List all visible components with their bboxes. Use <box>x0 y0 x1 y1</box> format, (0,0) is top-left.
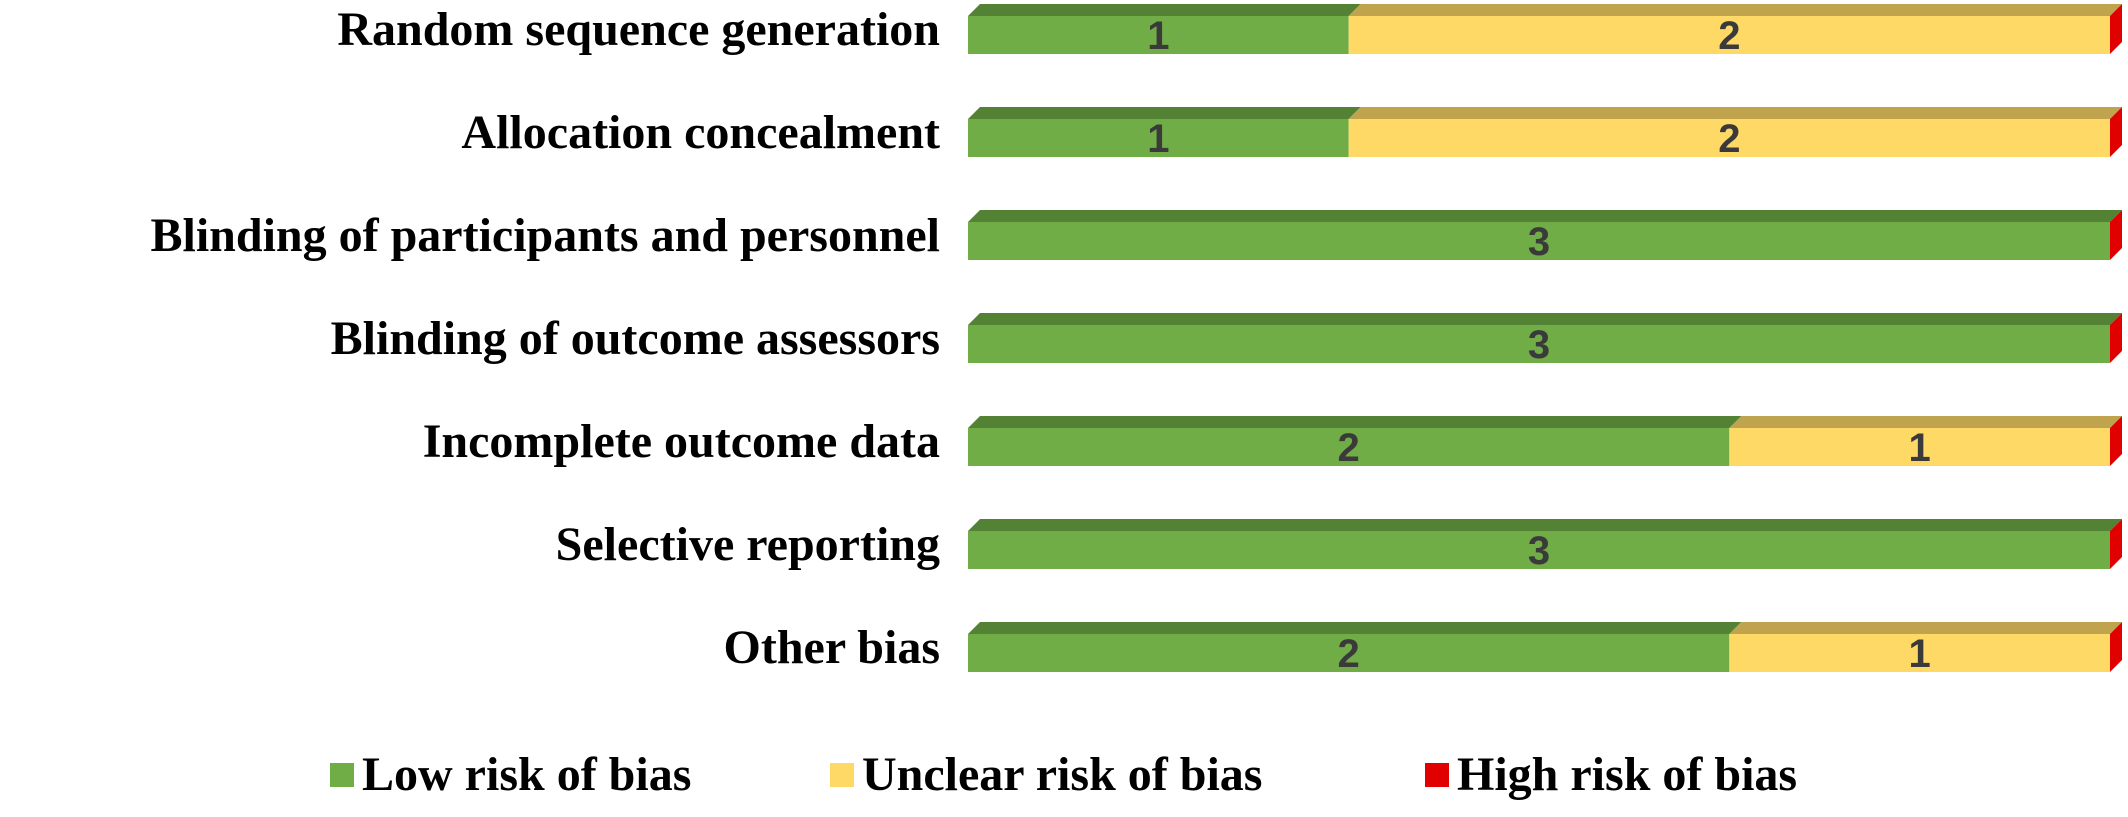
bar-segment <box>968 16 1349 54</box>
bar-segment-top <box>968 107 1361 119</box>
legend-label: Low risk of bias <box>362 748 691 801</box>
data-label: 3 <box>1528 529 1550 573</box>
legend-label: Unclear risk of bias <box>862 748 1262 801</box>
category-label: Incomplete outcome data <box>423 415 940 468</box>
category-labels: Random sequence generation Allocation con… <box>150 3 940 674</box>
bar-segment <box>968 531 2110 569</box>
legend-swatch <box>830 763 854 787</box>
data-label: 1 <box>1909 426 1931 470</box>
data-label: 2 <box>1718 14 1740 58</box>
bar-end-cap <box>2110 313 2122 363</box>
bar-segment <box>968 119 1349 157</box>
bar-segment-top <box>968 622 1742 634</box>
bar-segment <box>968 222 2110 260</box>
category-label: Random sequence generation <box>337 3 940 56</box>
data-label: 3 <box>1528 323 1550 367</box>
bars: 1 2 1 2 3 3 2 1 3 2 1 <box>968 4 2122 676</box>
legend: Low risk of bias Unclear risk of bias High… <box>330 748 1797 801</box>
bar-segment-top <box>1348 4 2122 16</box>
category-label: Blinding of outcome assessors <box>331 312 940 365</box>
category-label: Selective reporting <box>556 518 940 571</box>
category-label: Blinding of participants and personnel <box>150 209 940 262</box>
data-label: 2 <box>1718 117 1740 161</box>
bar-segment-top <box>968 210 2122 222</box>
bar-segment-top <box>1348 107 2122 119</box>
category-label: Other bias <box>724 621 940 674</box>
bar-end-cap <box>2110 519 2122 569</box>
bar-segment <box>1729 428 2110 466</box>
data-label: 1 <box>1147 14 1169 58</box>
data-label: 3 <box>1528 220 1550 264</box>
data-label: 2 <box>1338 632 1360 676</box>
bar-end-cap <box>2110 4 2122 54</box>
bar-segment <box>968 634 1730 672</box>
bar-segment-top <box>968 313 2122 325</box>
bar-segment <box>1348 119 2110 157</box>
bar-segment-top <box>968 4 1361 16</box>
bar-segment-top <box>968 416 1742 428</box>
bar-end-cap <box>2110 622 2122 672</box>
bar-segment-top <box>968 519 2122 531</box>
data-label: 1 <box>1909 632 1931 676</box>
bar-segment <box>1348 16 2110 54</box>
category-label: Allocation concealment <box>461 106 940 159</box>
legend-swatch <box>330 763 354 787</box>
bar-segment-top <box>1729 622 2122 634</box>
bar-end-cap <box>2110 107 2122 157</box>
data-label: 1 <box>1147 117 1169 161</box>
legend-swatch <box>1425 763 1449 787</box>
data-label: 2 <box>1338 426 1360 470</box>
bar-segment-top <box>1729 416 2122 428</box>
bar-end-cap <box>2110 416 2122 466</box>
bar-end-cap <box>2110 210 2122 260</box>
bar-segment <box>1729 634 2110 672</box>
bar-segment <box>968 428 1730 466</box>
bar-segment <box>968 325 2110 363</box>
legend-label: High risk of bias <box>1457 748 1797 801</box>
